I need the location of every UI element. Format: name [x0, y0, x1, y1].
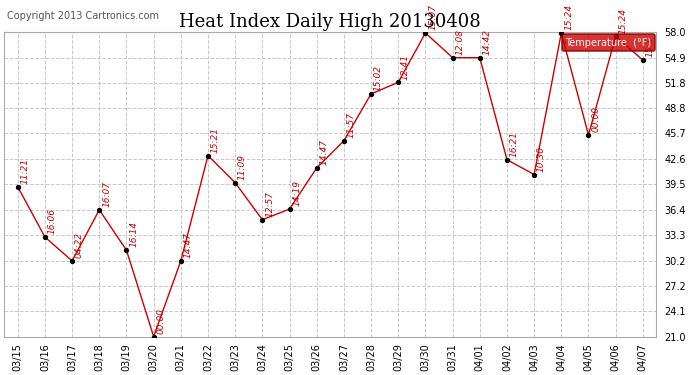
- Point: [12, 184, 23, 190]
- Text: 12:08: 12:08: [455, 29, 464, 55]
- Point: [39, 234, 50, 240]
- Point: [638, 57, 649, 63]
- Text: 15:02: 15:02: [374, 65, 383, 91]
- Point: [366, 91, 377, 97]
- Text: 15:24: 15:24: [618, 8, 627, 33]
- Point: [610, 33, 621, 39]
- Legend: Temperature  (°F): Temperature (°F): [562, 34, 655, 51]
- Text: 15:21: 15:21: [210, 127, 220, 153]
- Point: [121, 247, 132, 253]
- Point: [338, 138, 349, 144]
- Point: [230, 180, 241, 186]
- Point: [583, 132, 594, 138]
- Point: [202, 153, 213, 159]
- Text: 16:06: 16:06: [48, 208, 57, 234]
- Point: [474, 55, 485, 61]
- Point: [502, 157, 513, 163]
- Text: 11:09: 11:09: [238, 154, 247, 180]
- Text: 11:57: 11:57: [346, 112, 355, 138]
- Text: 04:22: 04:22: [75, 232, 84, 258]
- Point: [175, 258, 186, 264]
- Point: [529, 171, 540, 177]
- Text: 00:00: 00:00: [591, 106, 600, 132]
- Text: 16:07: 16:07: [102, 181, 111, 207]
- Text: 12:57: 12:57: [265, 191, 274, 217]
- Text: 14:47: 14:47: [184, 232, 193, 258]
- Point: [556, 30, 567, 36]
- Point: [393, 80, 404, 86]
- Text: 15:1: 15:1: [646, 37, 655, 57]
- Text: 16:21: 16:21: [510, 131, 519, 157]
- Point: [67, 258, 78, 264]
- Text: 16:14: 16:14: [129, 221, 138, 248]
- Point: [447, 55, 458, 61]
- Title: Heat Index Daily High 20130408: Heat Index Daily High 20130408: [179, 13, 481, 31]
- Text: 15:07: 15:07: [428, 4, 437, 30]
- Text: 10:30: 10:30: [537, 146, 546, 172]
- Text: Copyright 2013 Cartronics.com: Copyright 2013 Cartronics.com: [7, 11, 159, 21]
- Point: [257, 217, 268, 223]
- Point: [420, 30, 431, 36]
- Text: 00:00: 00:00: [157, 308, 166, 334]
- Text: 15:24: 15:24: [564, 4, 573, 30]
- Point: [284, 206, 295, 212]
- Text: 14:42: 14:42: [482, 29, 491, 55]
- Text: 12:41: 12:41: [401, 54, 410, 80]
- Point: [311, 165, 322, 171]
- Point: [94, 207, 105, 213]
- Text: 14:47: 14:47: [319, 139, 328, 165]
- Text: 11:21: 11:21: [21, 158, 30, 184]
- Point: [148, 334, 159, 340]
- Text: 14:19: 14:19: [293, 180, 302, 206]
